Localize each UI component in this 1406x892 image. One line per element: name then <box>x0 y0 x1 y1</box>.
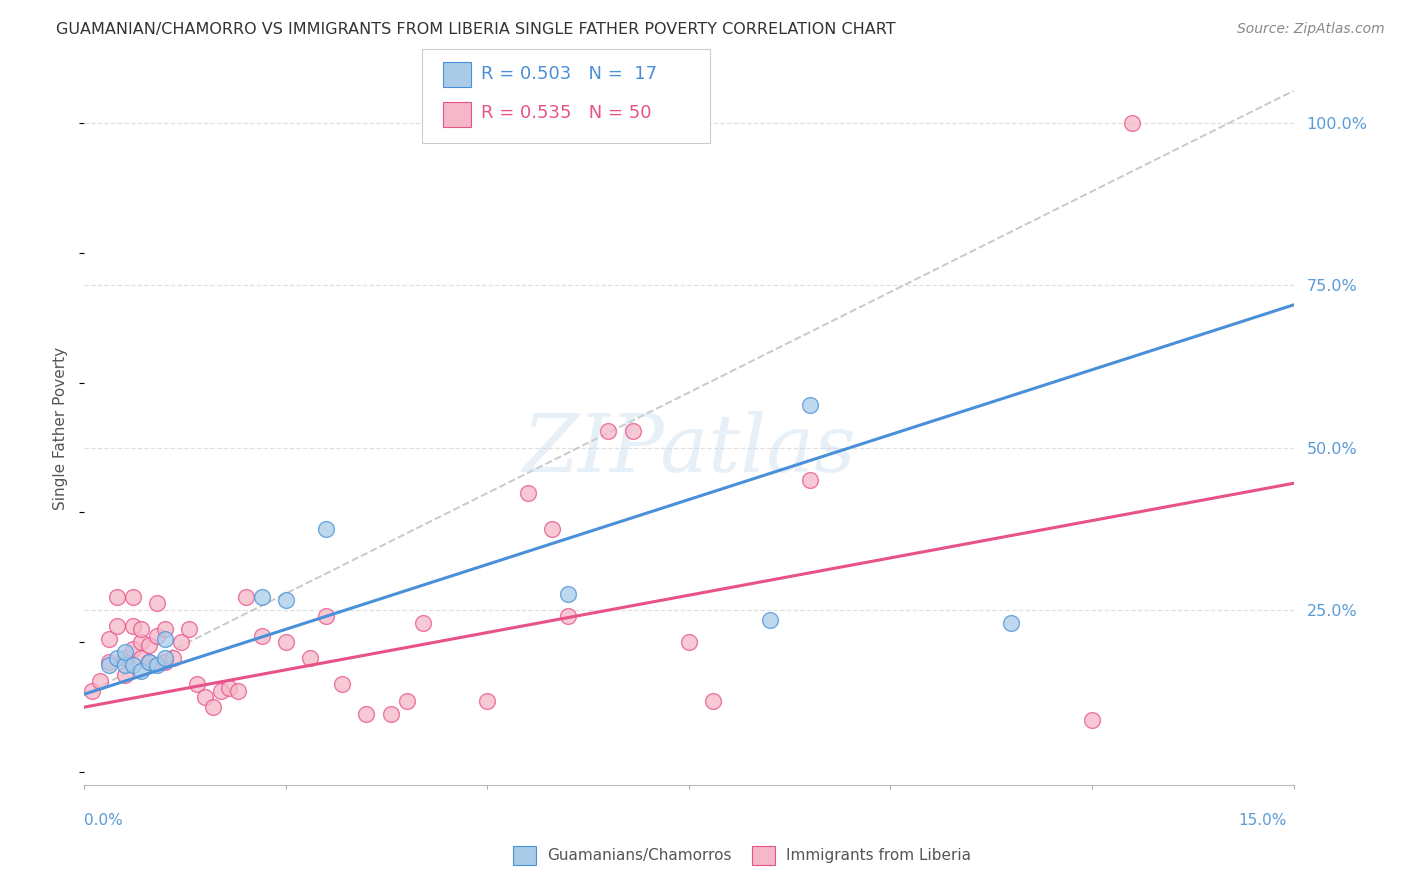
Point <box>1081 713 1104 727</box>
Point <box>114 645 136 659</box>
Point <box>121 619 143 633</box>
Point <box>356 706 378 721</box>
Point <box>702 693 724 707</box>
Point <box>315 609 337 624</box>
Text: GUAMANIAN/CHAMORRO VS IMMIGRANTS FROM LIBERIA SINGLE FATHER POVERTY CORRELATION : GUAMANIAN/CHAMORRO VS IMMIGRANTS FROM LI… <box>56 22 896 37</box>
Point <box>114 667 136 681</box>
Point <box>1121 116 1143 130</box>
Point <box>194 690 217 705</box>
Point <box>121 590 143 604</box>
Point <box>89 674 111 689</box>
Point <box>477 693 499 707</box>
Point <box>274 635 297 649</box>
Point <box>226 684 249 698</box>
Point <box>138 639 160 653</box>
Point <box>516 486 538 500</box>
Point <box>758 613 780 627</box>
Point <box>799 473 821 487</box>
Point <box>202 700 225 714</box>
Point <box>395 693 418 707</box>
Point <box>153 655 176 669</box>
Point <box>146 629 169 643</box>
Point <box>97 632 120 646</box>
Point <box>121 657 143 672</box>
Point <box>129 665 152 679</box>
Text: 15.0%: 15.0% <box>1239 814 1286 828</box>
Text: ZIPatlas: ZIPatlas <box>522 411 856 488</box>
Point <box>621 425 644 439</box>
Y-axis label: Single Father Poverty: Single Father Poverty <box>53 347 69 509</box>
Text: R = 0.535   N = 50: R = 0.535 N = 50 <box>481 104 651 122</box>
Point <box>250 629 273 643</box>
Point <box>330 677 353 691</box>
Point <box>412 615 434 630</box>
Point <box>129 622 152 636</box>
Point <box>274 593 297 607</box>
Text: R = 0.503   N =  17: R = 0.503 N = 17 <box>481 65 657 83</box>
Point <box>114 651 136 665</box>
Text: 0.0%: 0.0% <box>84 814 124 828</box>
Point <box>97 657 120 672</box>
Point <box>146 657 169 672</box>
Point <box>162 651 184 665</box>
Point <box>1000 615 1022 630</box>
Point <box>129 651 152 665</box>
Point <box>146 596 169 610</box>
Point <box>557 586 579 600</box>
Point <box>380 706 402 721</box>
Point <box>315 522 337 536</box>
Point <box>218 681 240 695</box>
Point <box>209 684 232 698</box>
Point <box>153 632 176 646</box>
Point <box>138 655 160 669</box>
Point <box>541 522 564 536</box>
Point <box>153 651 176 665</box>
Point <box>114 657 136 672</box>
Point <box>179 622 201 636</box>
Text: Source: ZipAtlas.com: Source: ZipAtlas.com <box>1237 22 1385 37</box>
Point <box>235 590 257 604</box>
Point <box>598 425 620 439</box>
Text: Immigrants from Liberia: Immigrants from Liberia <box>786 848 972 863</box>
Point <box>799 399 821 413</box>
Point <box>105 619 128 633</box>
Point <box>250 590 273 604</box>
Point <box>299 651 322 665</box>
Point <box>121 641 143 656</box>
Point <box>82 684 104 698</box>
Point <box>186 677 208 691</box>
Point <box>105 651 128 665</box>
Point <box>129 635 152 649</box>
Point <box>97 655 120 669</box>
Point <box>170 635 193 649</box>
Point <box>105 590 128 604</box>
Text: Guamanians/Chamorros: Guamanians/Chamorros <box>547 848 731 863</box>
Point <box>557 609 579 624</box>
Point <box>138 655 160 669</box>
Point <box>678 635 700 649</box>
Point <box>153 622 176 636</box>
